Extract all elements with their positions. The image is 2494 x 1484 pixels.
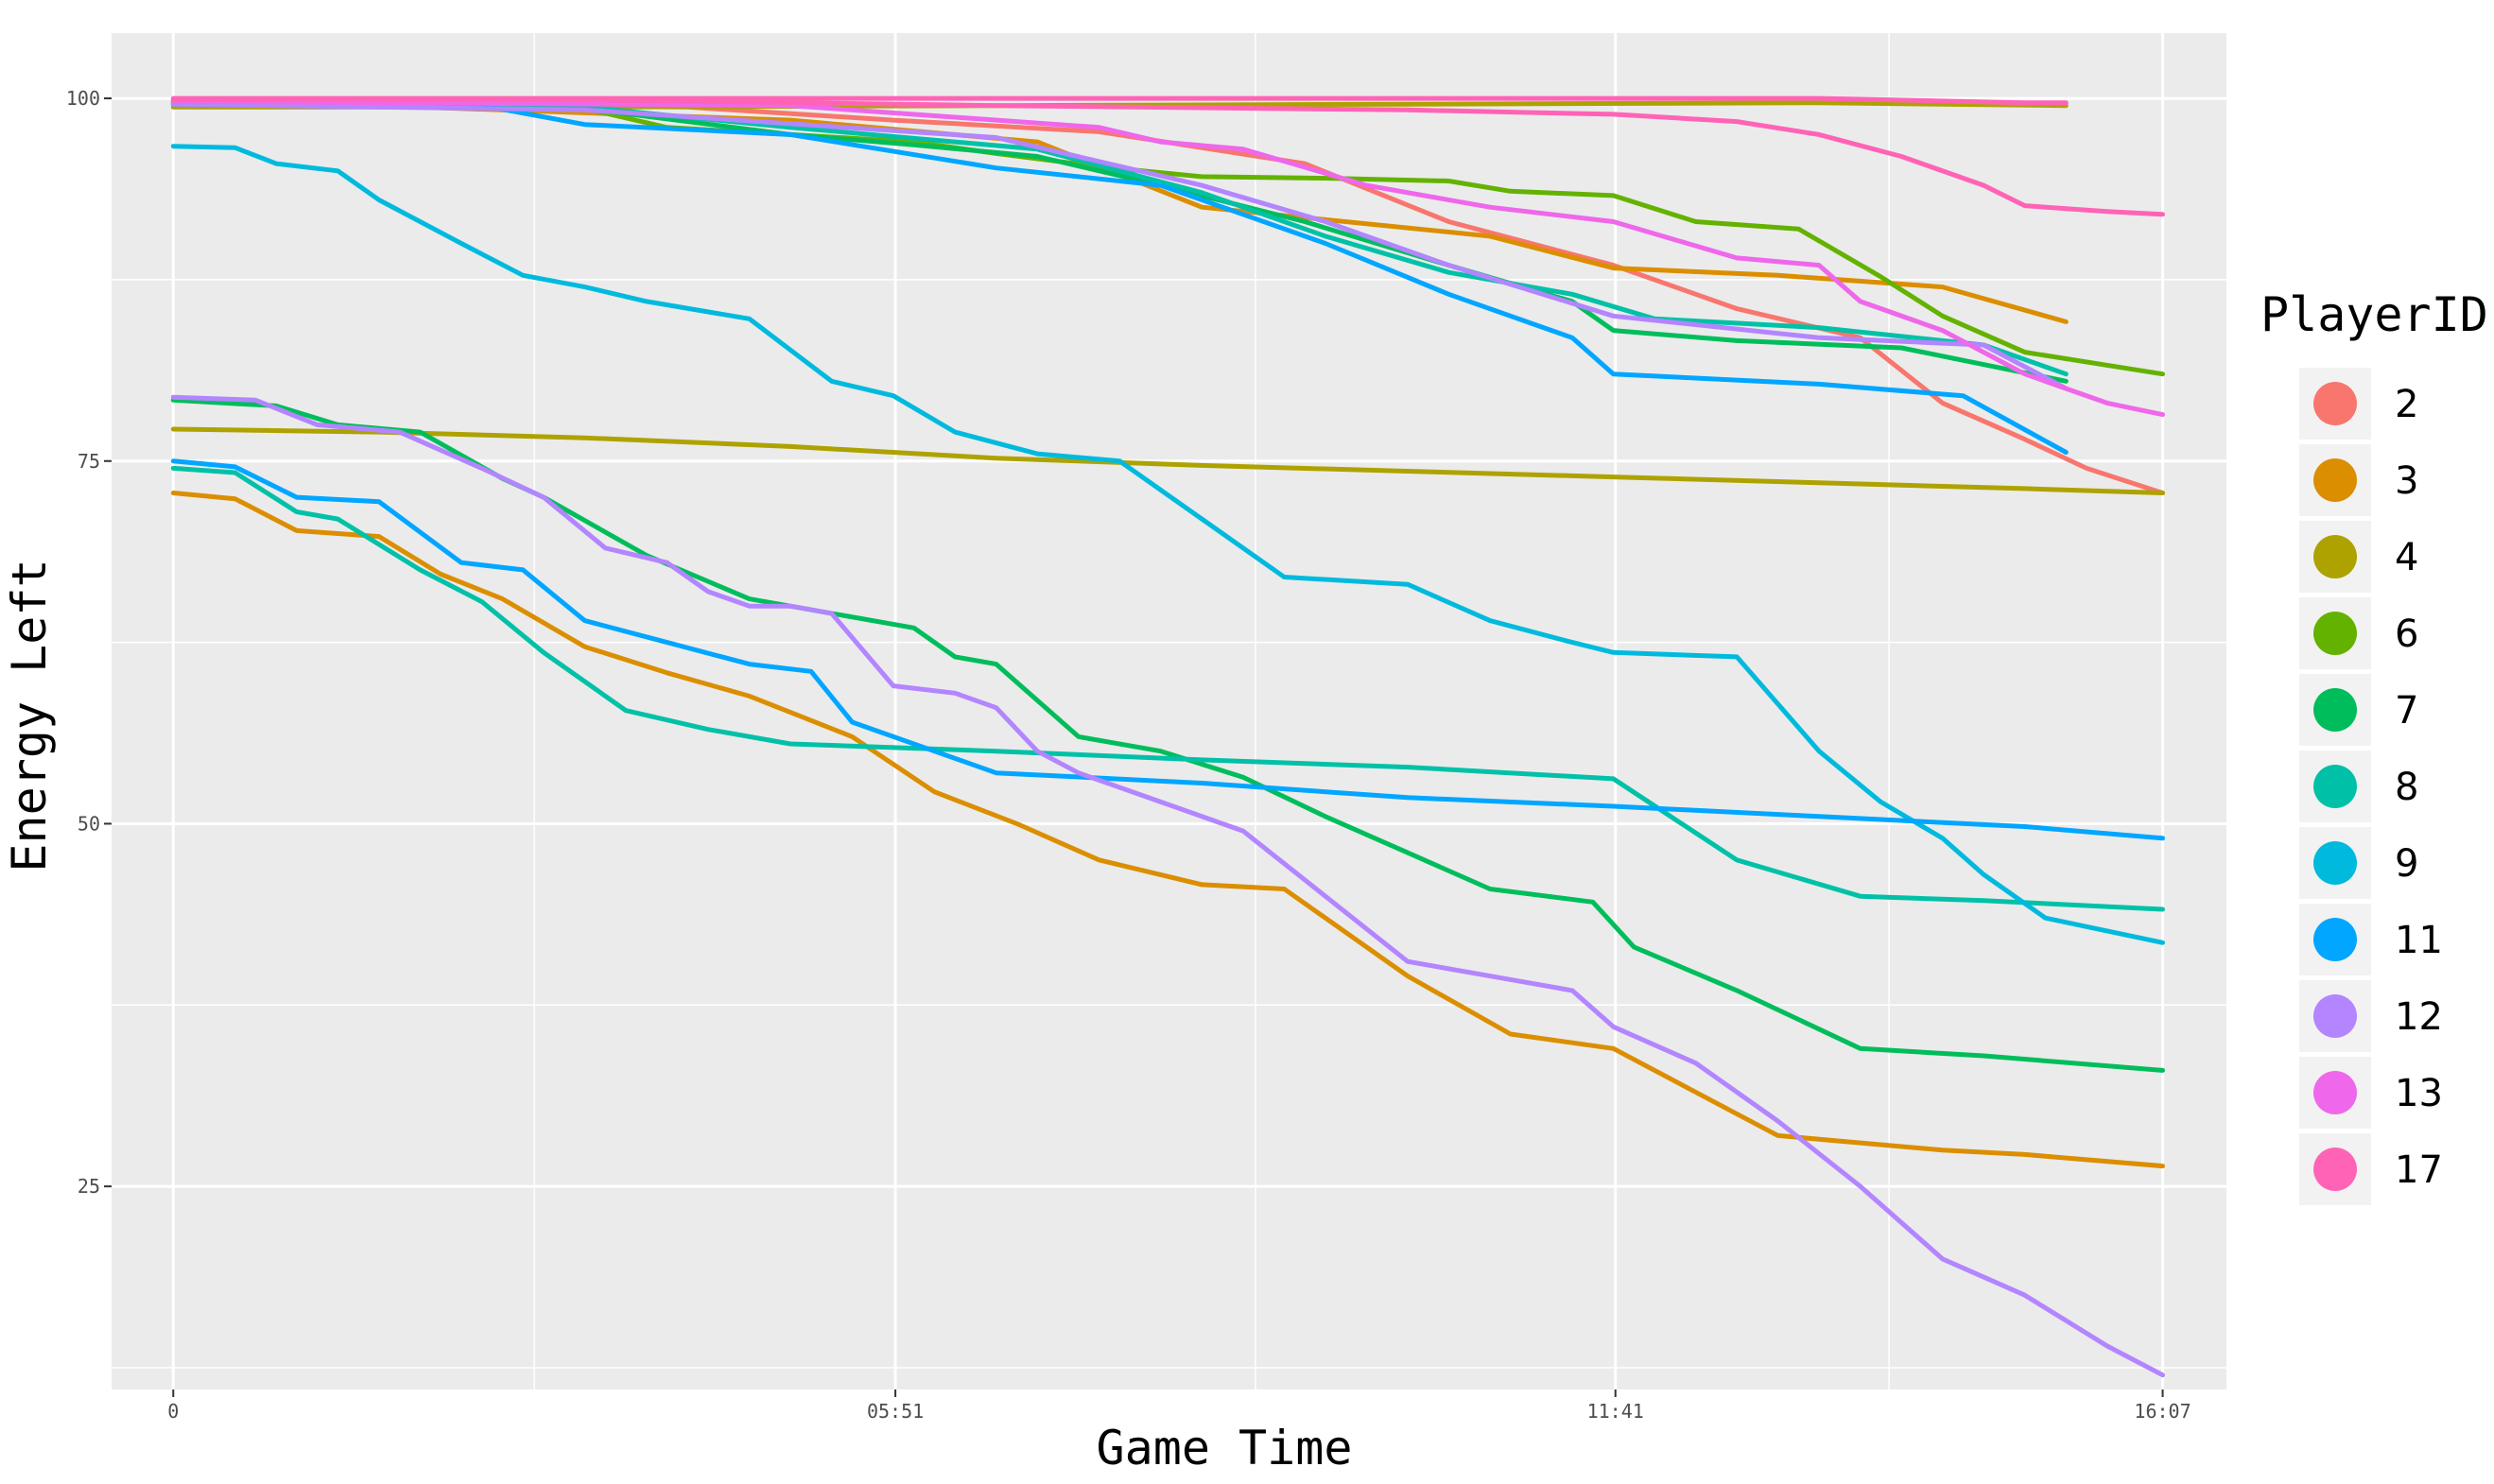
series-line-player-13 <box>170 98 2165 418</box>
legend-swatch <box>2313 994 2357 1038</box>
series-line-player-17 <box>170 97 2165 217</box>
legend-title: PlayerID <box>2260 287 2488 342</box>
legend-label: 13 <box>2395 1072 2443 1115</box>
x-axis: 0 05:51 11:41 16:07 <box>167 1389 2191 1423</box>
legend-swatch <box>2313 612 2357 655</box>
legend-label: 8 <box>2395 766 2418 809</box>
legend-label: 4 <box>2395 536 2418 579</box>
series-line-player-11 <box>170 458 2165 841</box>
y-tick-label: 25 <box>78 1175 100 1198</box>
x-tick-label: 16:07 <box>2134 1400 2191 1423</box>
y-tick-label: 75 <box>78 450 100 473</box>
legend-label: 3 <box>2395 459 2418 503</box>
legend: PlayerID 2 3 4 6 7 8 9 11 12 13 17 <box>2260 287 2488 1205</box>
series-line-player-8 <box>170 465 2165 912</box>
y-axis-title: Energy Left <box>2 559 57 871</box>
series-line-player-4 <box>170 426 2165 495</box>
legend-label: 11 <box>2395 919 2443 962</box>
legend-swatch <box>2313 918 2357 961</box>
legend-label: 6 <box>2395 613 2418 656</box>
x-axis-title: Game Time <box>1097 1421 1353 1475</box>
legend-swatch <box>2313 1071 2357 1114</box>
y-tick-label: 100 <box>66 87 100 110</box>
legend-swatch <box>2313 1148 2357 1191</box>
x-tick-label: 0 <box>167 1400 179 1423</box>
series-line-player-9 <box>170 144 2165 945</box>
grid-minor <box>112 33 2226 1389</box>
legend-swatch <box>2313 765 2357 808</box>
legend-label: 17 <box>2395 1148 2443 1192</box>
series-line-player-12 <box>170 394 2165 1378</box>
legend-swatch <box>2313 458 2357 502</box>
x-tick-label: 11:41 <box>1587 1400 1644 1423</box>
y-tick-label: 50 <box>78 812 100 835</box>
legend-swatch <box>2313 382 2357 425</box>
legend-label: 7 <box>2395 689 2418 733</box>
x-tick-label: 05:51 <box>867 1400 924 1423</box>
y-axis: 25 50 75 100 <box>66 87 112 1198</box>
legend-swatch <box>2313 688 2357 732</box>
series-line-player-12 <box>170 101 2069 391</box>
series-line-player-11 <box>170 98 2069 455</box>
legend-swatch <box>2313 841 2357 885</box>
series-layer <box>170 95 2165 1378</box>
legend-label: 9 <box>2395 842 2418 886</box>
series-line-player-17 <box>170 95 2069 106</box>
series-line-player-3 <box>170 491 2165 1169</box>
series-line-player-8 <box>170 100 2069 377</box>
legend-label: 2 <box>2395 383 2418 426</box>
plot-panel <box>112 33 2226 1389</box>
series-line-player-2 <box>170 98 2165 495</box>
legend-label: 12 <box>2395 995 2443 1039</box>
legend-swatch <box>2313 535 2357 578</box>
